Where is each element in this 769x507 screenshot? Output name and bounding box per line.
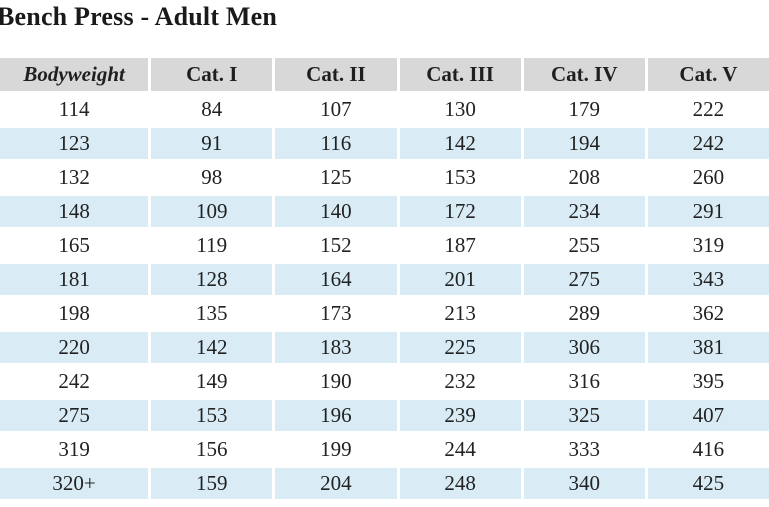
value-cell: 222 <box>647 94 769 125</box>
value-cell: 275 <box>523 264 645 295</box>
column-header: Cat. III <box>399 58 521 91</box>
bodyweight-cell: 123 <box>0 128 149 159</box>
value-cell: 183 <box>275 332 397 363</box>
value-cell: 172 <box>399 196 521 227</box>
bodyweight-cell: 114 <box>0 94 149 125</box>
value-cell: 116 <box>275 128 397 159</box>
value-cell: 239 <box>399 400 521 431</box>
value-cell: 140 <box>275 196 397 227</box>
value-cell: 201 <box>399 264 521 295</box>
table-row: 165 119 152 187 255 319 <box>0 230 769 261</box>
page-title: Bench Press - Adult Men <box>0 2 278 31</box>
value-cell: 109 <box>151 196 273 227</box>
value-cell: 242 <box>647 128 769 159</box>
bodyweight-cell: 275 <box>0 400 149 431</box>
value-cell: 381 <box>647 332 769 363</box>
value-cell: 395 <box>647 366 769 397</box>
value-cell: 289 <box>523 298 645 329</box>
value-cell: 128 <box>151 264 273 295</box>
table-row: 220 142 183 225 306 381 <box>0 332 769 363</box>
value-cell: 187 <box>399 230 521 261</box>
value-cell: 107 <box>275 94 397 125</box>
value-cell: 199 <box>275 434 397 465</box>
value-cell: 340 <box>523 468 645 499</box>
bodyweight-cell: 242 <box>0 366 149 397</box>
table-row: 123 91 116 142 194 242 <box>0 128 769 159</box>
value-cell: 306 <box>523 332 645 363</box>
value-cell: 244 <box>399 434 521 465</box>
value-cell: 142 <box>151 332 273 363</box>
value-cell: 119 <box>151 230 273 261</box>
value-cell: 125 <box>275 162 397 193</box>
value-cell: 194 <box>523 128 645 159</box>
bodyweight-cell: 148 <box>0 196 149 227</box>
value-cell: 152 <box>275 230 397 261</box>
bodyweight-cell: 165 <box>0 230 149 261</box>
value-cell: 291 <box>647 196 769 227</box>
table-body: 114 84 107 130 179 222 123 91 116 142 194 242 132 98 1… <box>0 94 769 499</box>
value-cell: 213 <box>399 298 521 329</box>
value-cell: 407 <box>647 400 769 431</box>
column-header-bodyweight: Bodyweight <box>0 58 149 91</box>
value-cell: 84 <box>151 94 273 125</box>
value-cell: 196 <box>275 400 397 431</box>
table-row: 319 156 199 244 333 416 <box>0 434 769 465</box>
column-header: Cat. V <box>647 58 769 91</box>
table-row: 242 149 190 232 316 395 <box>0 366 769 397</box>
value-cell: 325 <box>523 400 645 431</box>
column-header: Cat. II <box>275 58 397 91</box>
value-cell: 159 <box>151 468 273 499</box>
bench-press-standards-table: Bodyweight Cat. I Cat. II Cat. III Cat. IV Ca… <box>0 55 769 502</box>
value-cell: 333 <box>523 434 645 465</box>
table-row: 132 98 125 153 208 260 <box>0 162 769 193</box>
value-cell: 260 <box>647 162 769 193</box>
value-cell: 142 <box>399 128 521 159</box>
value-cell: 225 <box>399 332 521 363</box>
value-cell: 149 <box>151 366 273 397</box>
bodyweight-cell: 181 <box>0 264 149 295</box>
value-cell: 425 <box>647 468 769 499</box>
value-cell: 91 <box>151 128 273 159</box>
table-row: 114 84 107 130 179 222 <box>0 94 769 125</box>
value-cell: 208 <box>523 162 645 193</box>
value-cell: 234 <box>523 196 645 227</box>
value-cell: 255 <box>523 230 645 261</box>
column-header: Cat. IV <box>523 58 645 91</box>
value-cell: 153 <box>151 400 273 431</box>
bodyweight-cell: 132 <box>0 162 149 193</box>
value-cell: 316 <box>523 366 645 397</box>
value-cell: 319 <box>647 230 769 261</box>
table-row: 198 135 173 213 289 362 <box>0 298 769 329</box>
value-cell: 179 <box>523 94 645 125</box>
value-cell: 362 <box>647 298 769 329</box>
table-row: 275 153 196 239 325 407 <box>0 400 769 431</box>
table-row: 148 109 140 172 234 291 <box>0 196 769 227</box>
column-header: Cat. I <box>151 58 273 91</box>
header-row: Bodyweight Cat. I Cat. II Cat. III Cat. IV Ca… <box>0 58 769 91</box>
value-cell: 204 <box>275 468 397 499</box>
table-row: 181 128 164 201 275 343 <box>0 264 769 295</box>
bodyweight-cell: 198 <box>0 298 149 329</box>
value-cell: 130 <box>399 94 521 125</box>
value-cell: 98 <box>151 162 273 193</box>
value-cell: 135 <box>151 298 273 329</box>
table-row: 320+ 159 204 248 340 425 <box>0 468 769 499</box>
bodyweight-cell: 320+ <box>0 468 149 499</box>
bodyweight-cell: 319 <box>0 434 149 465</box>
bodyweight-cell: 220 <box>0 332 149 363</box>
value-cell: 156 <box>151 434 273 465</box>
value-cell: 232 <box>399 366 521 397</box>
value-cell: 153 <box>399 162 521 193</box>
value-cell: 190 <box>275 366 397 397</box>
value-cell: 248 <box>399 468 521 499</box>
value-cell: 173 <box>275 298 397 329</box>
value-cell: 343 <box>647 264 769 295</box>
value-cell: 416 <box>647 434 769 465</box>
value-cell: 164 <box>275 264 397 295</box>
